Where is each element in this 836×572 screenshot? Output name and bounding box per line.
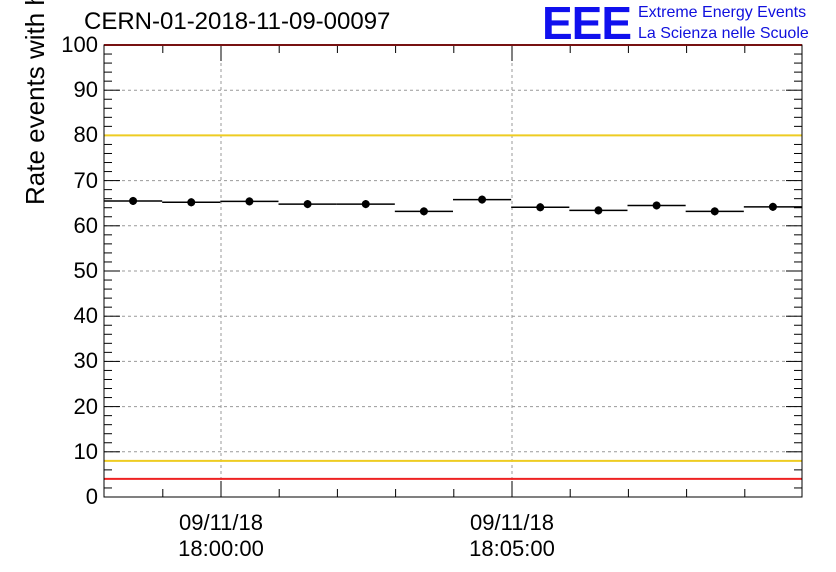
x-tick-time: 18:00:00 — [178, 536, 264, 561]
y-axis-label: Rate events with hits [Hz] — [20, 0, 50, 205]
data-point — [594, 206, 603, 215]
data-point — [361, 200, 370, 209]
x-tick-date: 09/11/18 — [178, 510, 263, 535]
y-tick-label: 10 — [73, 438, 98, 464]
data-point — [710, 207, 719, 216]
chart-title: CERN-01-2018-11-09-00097 — [84, 8, 391, 35]
plot-frame — [103, 44, 803, 498]
data-point — [129, 196, 138, 205]
y-tick-label: 40 — [73, 303, 98, 329]
y-tick-label: 20 — [73, 393, 98, 419]
x-tick-label: 09/11/18 18:00:00 — [151, 510, 291, 562]
data-point — [187, 198, 196, 207]
logo-line-2: La Scienza nelle Scuole — [638, 25, 809, 42]
x-tick-time: 18:05:00 — [469, 536, 555, 561]
eee-logo: EEE — [542, 0, 632, 49]
data-point — [303, 200, 312, 209]
y-tick-label: 60 — [73, 212, 98, 238]
y-tick-label: 50 — [73, 258, 98, 283]
y-tick-label: 70 — [73, 167, 98, 193]
data-point — [536, 203, 545, 212]
data-point — [245, 197, 254, 206]
logo-line-1: Extreme Energy Events — [638, 4, 807, 21]
y-tick-label: 90 — [73, 77, 98, 103]
y-tick-label: 30 — [73, 348, 98, 374]
data-point — [652, 201, 661, 210]
y-tick-label: 80 — [73, 122, 98, 148]
x-tick-label: 09/11/18 18:05:00 — [442, 510, 582, 562]
data-point — [478, 195, 487, 204]
y-tick-label: 0 — [85, 484, 98, 509]
data-point — [419, 207, 428, 216]
y-tick-label: 100 — [61, 32, 98, 57]
x-tick-date: 09/11/18 — [469, 510, 554, 535]
data-point — [768, 202, 777, 211]
